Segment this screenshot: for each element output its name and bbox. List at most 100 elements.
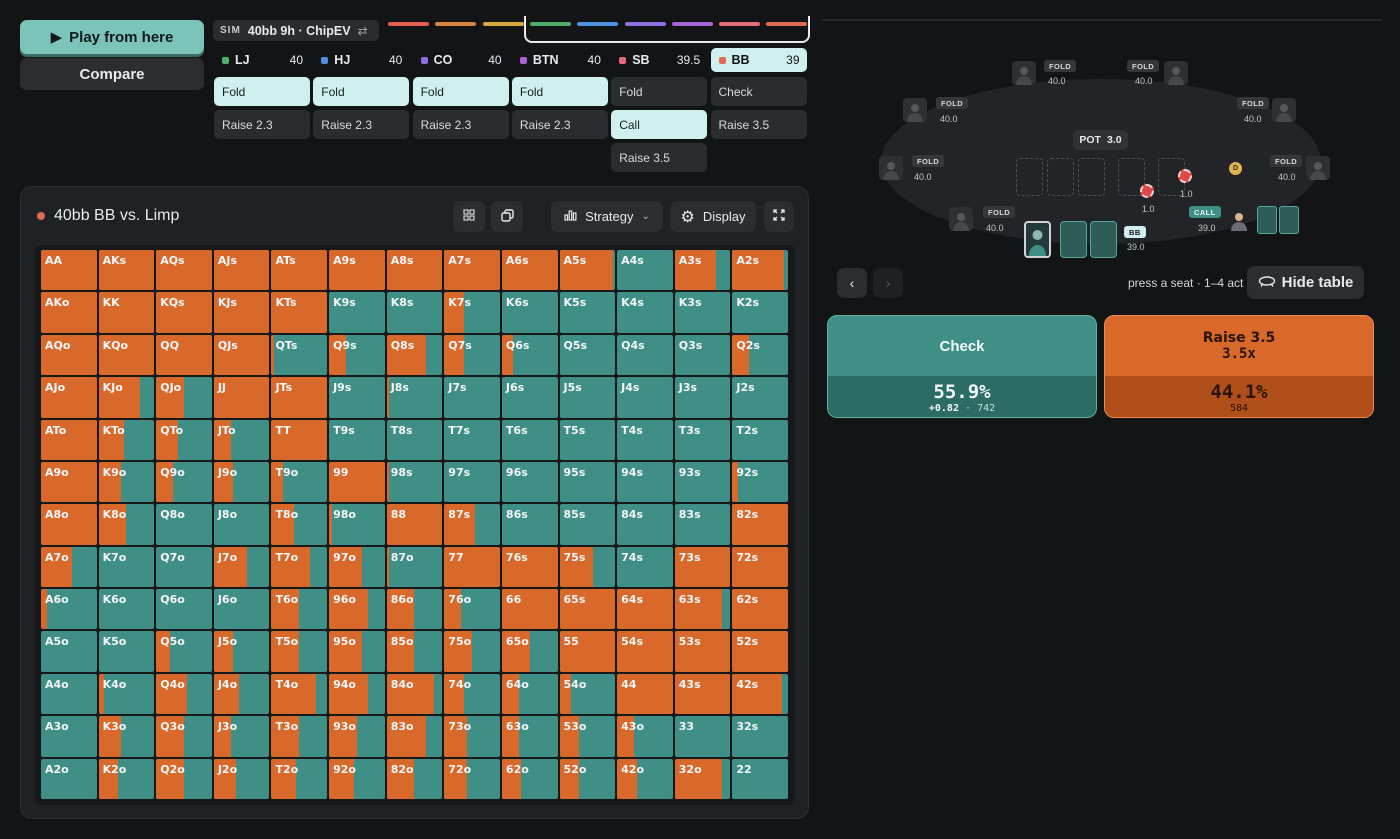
hand-cell[interactable]: T2s <box>732 419 788 460</box>
hand-cell[interactable]: 84s <box>617 504 673 545</box>
strategy-dropdown[interactable]: Strategy ⌄ <box>551 201 663 232</box>
hand-cell[interactable]: 95o <box>329 631 385 672</box>
hand-cell[interactable]: 44 <box>617 673 673 715</box>
hand-cell[interactable]: 97o <box>329 546 385 588</box>
player-avatar[interactable] <box>1227 207 1251 231</box>
player-avatar[interactable] <box>1164 61 1188 85</box>
hand-cell[interactable]: A7o <box>41 546 97 588</box>
hand-cell[interactable]: A8o <box>41 504 97 545</box>
hand-cell[interactable]: Q7s <box>444 334 500 376</box>
hand-cell[interactable]: 42s <box>732 673 788 715</box>
hand-cell[interactable]: 64o <box>501 673 558 715</box>
hand-cell[interactable]: 82s <box>732 504 788 545</box>
action-button[interactable]: Raise 2.3 <box>511 110 608 139</box>
hand-cell[interactable]: K3s <box>674 292 731 333</box>
hand-cell[interactable]: AQs <box>156 250 212 291</box>
hand-cell[interactable]: QJo <box>156 377 212 418</box>
hand-cell[interactable]: AKo <box>41 292 97 333</box>
hand-cell[interactable]: 98s <box>386 461 443 503</box>
hand-cell[interactable]: Q2s <box>732 334 788 376</box>
hand-cell[interactable]: T6o <box>271 589 328 630</box>
hand-cell[interactable]: 83o <box>386 716 443 757</box>
check-action-card[interactable]: Check 55.9% +0.82 · 742 <box>827 315 1097 418</box>
hand-cell[interactable]: AA <box>41 250 97 291</box>
hand-cell[interactable]: 72s <box>732 546 788 588</box>
hand-cell[interactable]: 66 <box>501 589 558 630</box>
hide-table-button[interactable]: Hide table <box>1247 266 1364 299</box>
prev-button[interactable]: ‹ <box>837 268 867 298</box>
sim-selector[interactable]: SIM 40bb 9h · ChipEV ⇄ <box>213 20 379 41</box>
display-button[interactable]: ⚙ Display <box>670 201 756 232</box>
hand-cell[interactable]: KQs <box>156 292 212 333</box>
hand-cell[interactable]: 77 <box>444 546 500 588</box>
hand-cell[interactable]: 74o <box>444 673 500 715</box>
hand-cell[interactable]: K4o <box>98 673 155 715</box>
action-button[interactable]: Fold <box>412 77 509 106</box>
hand-cell[interactable]: 84o <box>386 673 443 715</box>
hand-cell[interactable]: AJo <box>41 377 97 418</box>
seat-header[interactable]: CO 40 <box>413 48 509 72</box>
hand-cell[interactable]: T5s <box>559 419 616 460</box>
hand-cell[interactable]: A4o <box>41 673 97 715</box>
hand-cell[interactable]: 87o <box>386 546 443 588</box>
hand-cell[interactable]: 76o <box>444 589 500 630</box>
hand-cell[interactable]: J4o <box>213 673 270 715</box>
hand-cell[interactable]: T3o <box>271 716 328 757</box>
hand-cell[interactable]: 32o <box>674 758 731 799</box>
hand-cell[interactable]: 53s <box>674 631 731 672</box>
player-avatar[interactable] <box>903 98 927 122</box>
hand-cell[interactable]: 63s <box>674 589 731 630</box>
hand-cell[interactable]: T7s <box>444 419 500 460</box>
hand-cell[interactable]: 96o <box>329 589 385 630</box>
hand-cell[interactable]: K6s <box>501 292 558 333</box>
hand-cell[interactable]: 54s <box>617 631 673 672</box>
hand-cell[interactable]: K9s <box>329 292 385 333</box>
hand-cell[interactable]: 63o <box>501 716 558 757</box>
seat-header[interactable]: HJ 40 <box>313 48 409 72</box>
hand-cell[interactable]: T9o <box>271 461 328 503</box>
seat-header[interactable]: BTN 40 <box>512 48 608 72</box>
player-avatar[interactable] <box>1272 98 1296 122</box>
hand-cell[interactable]: 52o <box>559 758 616 799</box>
hand-cell[interactable]: JTo <box>213 419 270 460</box>
action-button[interactable]: Raise 2.3 <box>313 110 410 139</box>
action-button[interactable]: Fold <box>313 77 410 106</box>
hand-cell[interactable]: A2s <box>732 250 788 291</box>
hand-cell[interactable]: ATs <box>271 250 328 291</box>
hand-cell[interactable]: 55 <box>559 631 616 672</box>
hand-cell[interactable]: 32s <box>732 716 788 757</box>
hand-cell[interactable]: KJo <box>98 377 155 418</box>
hand-cell[interactable]: J6o <box>213 589 270 630</box>
hand-cell[interactable]: T4o <box>271 673 328 715</box>
hand-cell[interactable]: T8o <box>271 504 328 545</box>
hand-cell[interactable]: Q3s <box>674 334 731 376</box>
hand-cell[interactable]: 88 <box>386 504 443 545</box>
action-button[interactable]: Raise 2.3 <box>412 110 509 139</box>
hand-cell[interactable]: A5s <box>559 250 616 291</box>
hand-cell[interactable]: 99 <box>329 461 385 503</box>
hand-cell[interactable]: A5o <box>41 631 97 672</box>
hand-cell[interactable]: JJ <box>213 377 270 418</box>
hand-cell[interactable]: 86s <box>501 504 558 545</box>
hand-cell[interactable]: A6o <box>41 589 97 630</box>
hand-cell[interactable]: J2s <box>732 377 788 418</box>
hand-cell[interactable]: KTo <box>98 419 155 460</box>
player-avatar[interactable] <box>879 156 903 180</box>
hand-cell[interactable]: J7s <box>444 377 500 418</box>
hand-cell[interactable]: Q8s <box>386 334 443 376</box>
hand-cell[interactable]: J7o <box>213 546 270 588</box>
hand-cell[interactable]: K9o <box>98 461 155 503</box>
hand-cell[interactable]: 82o <box>386 758 443 799</box>
hand-cell[interactable]: 93o <box>329 716 385 757</box>
hand-cell[interactable]: 43o <box>617 716 673 757</box>
hand-cell[interactable]: 75s <box>559 546 616 588</box>
hand-cell[interactable]: 52s <box>732 631 788 672</box>
player-avatar[interactable] <box>1306 156 1330 180</box>
hand-cell[interactable]: 54o <box>559 673 616 715</box>
hand-cell[interactable]: K3o <box>98 716 155 757</box>
hand-cell[interactable]: 98o <box>329 504 385 545</box>
hand-cell[interactable]: K7s <box>444 292 500 333</box>
fullscreen-button[interactable] <box>764 201 794 232</box>
hand-cell[interactable]: Q4o <box>156 673 212 715</box>
hand-cell[interactable]: K8s <box>386 292 443 333</box>
